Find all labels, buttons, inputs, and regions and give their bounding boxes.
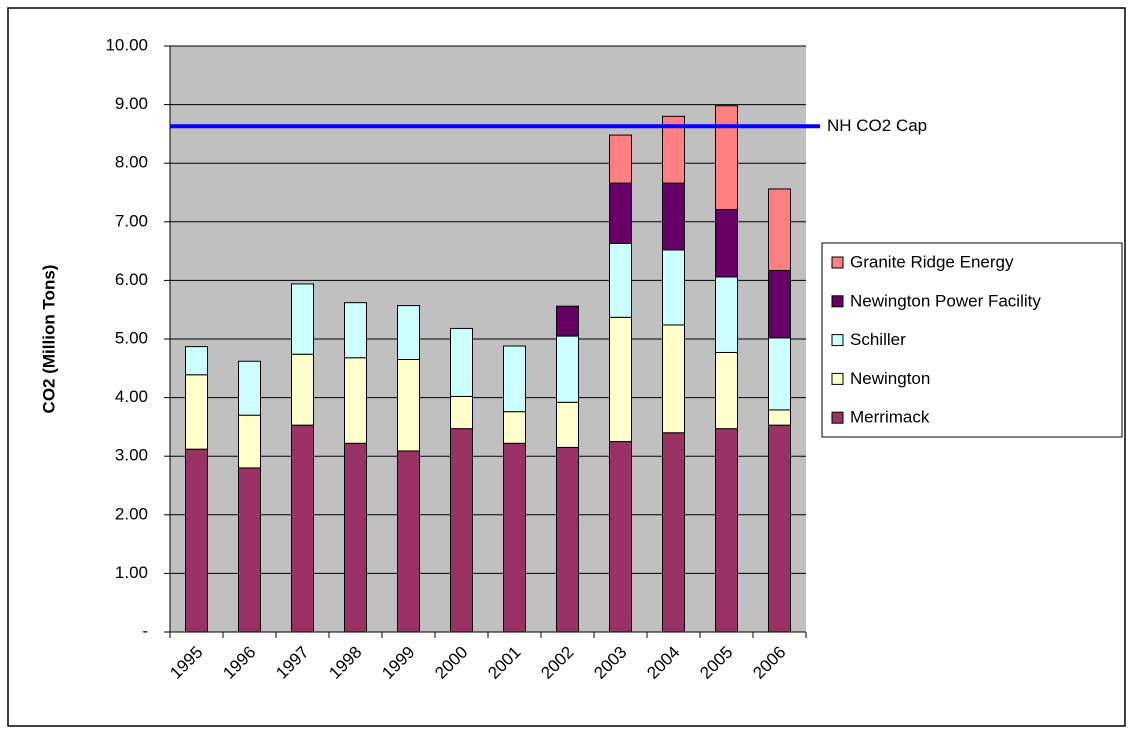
bar-segment	[397, 359, 420, 452]
legend-label: Newington Power Facility	[850, 291, 1041, 310]
bar-segment	[185, 346, 208, 376]
bar-segment	[397, 450, 420, 633]
legend-swatch	[831, 411, 844, 424]
y-tick-label: 2.00	[115, 504, 148, 523]
bar-segment	[662, 324, 685, 434]
bar-segment	[291, 283, 314, 355]
bar-segment	[609, 134, 632, 184]
bar-segment	[450, 428, 473, 633]
y-tick-label: 8.00	[115, 153, 148, 172]
bar-segment	[556, 335, 579, 403]
legend-swatch	[831, 372, 844, 385]
bar-segment	[344, 302, 367, 359]
bar-segment	[768, 424, 791, 633]
bar-segment	[715, 351, 738, 430]
bar-segment	[397, 305, 420, 361]
bar-segment	[609, 441, 632, 633]
bar-segment	[291, 353, 314, 426]
y-tick-label: 10.00	[105, 35, 148, 54]
y-tick-label: 9.00	[115, 94, 148, 113]
bar-segment	[662, 182, 685, 251]
y-axis-title: CO2 (Million Tons)	[39, 265, 58, 414]
bar-segment	[662, 249, 685, 326]
bar-segment	[715, 105, 738, 210]
y-tick-label: 1.00	[115, 563, 148, 582]
bar-segment	[609, 182, 632, 244]
bar-segment	[291, 424, 314, 633]
bar-segment	[556, 401, 579, 448]
bar-segment	[768, 269, 791, 339]
bar-segment	[450, 327, 473, 397]
bar-segment	[238, 414, 261, 469]
bar-segment	[715, 276, 738, 353]
y-tick-label: 3.00	[115, 446, 148, 465]
bar-segment	[609, 242, 632, 318]
y-tick-label: 4.00	[115, 387, 148, 406]
bar-segment	[503, 345, 526, 413]
legend-swatch	[831, 295, 844, 308]
bar-segment	[238, 360, 261, 416]
legend-label: Newington	[850, 369, 930, 388]
legend-label: Merrimack	[850, 408, 930, 427]
bar-segment	[556, 446, 579, 633]
reference-label: NH CO2 Cap	[827, 116, 927, 135]
bar-segment	[556, 305, 579, 337]
bar-segment	[503, 411, 526, 444]
bar-segment	[344, 357, 367, 444]
y-tick-label: -	[142, 621, 148, 640]
bar-segment	[715, 208, 738, 278]
y-tick-label: 5.00	[115, 328, 148, 347]
bar-segment	[344, 442, 367, 633]
legend-box	[821, 242, 1123, 438]
legend-label: Granite Ridge Energy	[850, 252, 1014, 271]
bar-segment	[715, 428, 738, 633]
bar-segment	[503, 442, 526, 633]
y-tick-label: 7.00	[115, 211, 148, 230]
bar-segment	[662, 115, 685, 184]
legend-swatch	[831, 334, 844, 347]
bar-segment	[768, 409, 791, 426]
legend-swatch	[831, 256, 844, 269]
bar-segment	[185, 374, 208, 450]
bar-segment	[609, 316, 632, 443]
bar-segment	[768, 337, 791, 411]
bar-segment	[185, 448, 208, 633]
bar-segment	[450, 395, 473, 430]
bar-segment	[768, 188, 791, 271]
bar-segment	[238, 467, 261, 633]
legend-label: Schiller	[850, 330, 906, 349]
y-tick-label: 6.00	[115, 270, 148, 289]
bar-segment	[662, 432, 685, 633]
